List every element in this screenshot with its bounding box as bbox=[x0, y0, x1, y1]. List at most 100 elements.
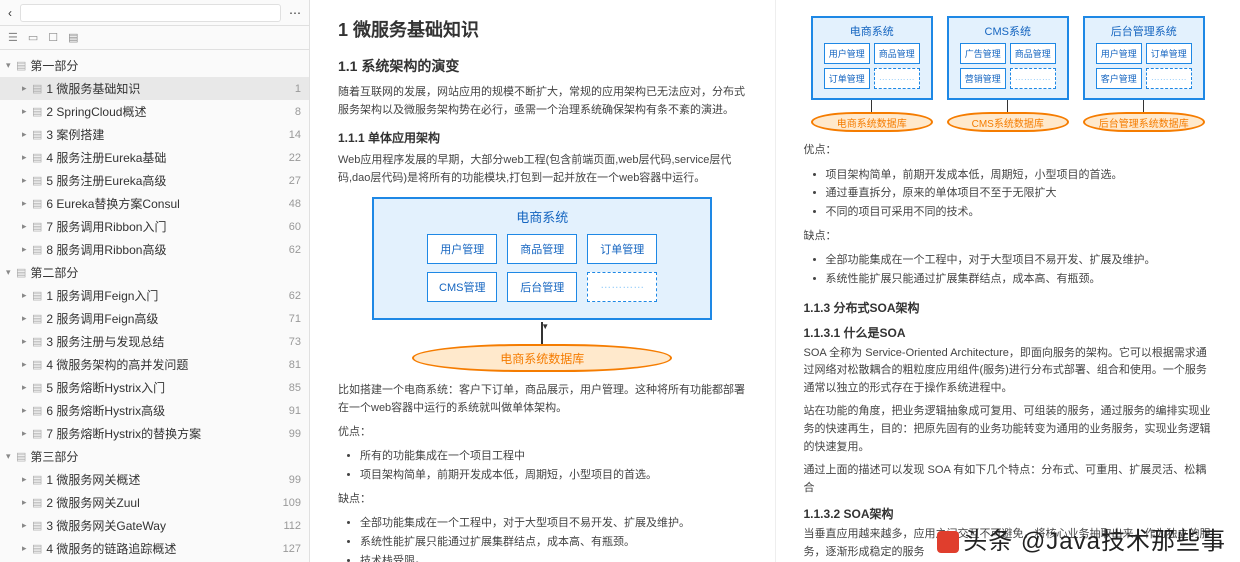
toc-item[interactable]: ▸▤6 Eureka替换方案Consul48 bbox=[0, 192, 309, 215]
module-cell: 用户管理 bbox=[427, 234, 497, 264]
list-item: 系统性能扩展只能通过扩展集群结点，成本高、有瓶颈。 bbox=[826, 270, 1213, 289]
list-item: 不同的项目可采用不同的技术。 bbox=[826, 203, 1213, 222]
diagram-vertical-arch: 电商系统 用户管理 商品管理 订单管理 ………… 电商系统数据库 CMS系统 广… bbox=[804, 16, 1213, 132]
toc-item[interactable]: ▸▤4 微服务架构的高并发问题81 bbox=[0, 353, 309, 376]
module-cell: 订单管理 bbox=[824, 68, 870, 89]
advantages-list: 项目架构简单，前期开发成本低，周期短，小型项目的首选。通过垂直拆分，原来的单体项… bbox=[804, 166, 1213, 222]
list-item: 项目架构简单，前期开发成本低，周期短，小型项目的首选。 bbox=[360, 466, 747, 485]
system-title: 电商系统 bbox=[818, 23, 926, 39]
toc-section[interactable]: ▾▤第三部分 bbox=[0, 445, 309, 468]
toc-item[interactable]: ▸▤5 服务注册Eureka高级27 bbox=[0, 169, 309, 192]
toc-item[interactable]: ▸▤2 SpringCloud概述8 bbox=[0, 100, 309, 123]
heading-1-1-3: 1.1.3 分布式SOA架构 bbox=[804, 299, 1213, 316]
label-advantages: 优点： bbox=[338, 424, 747, 442]
back-icon[interactable]: ‹ bbox=[8, 6, 12, 20]
heading-1-1-3-1: 1.1.3.1 什么是SOA bbox=[804, 324, 1213, 341]
list-item: 全部功能集成在一个工程中，对于大型项目不易开发、扩展及维护。 bbox=[826, 251, 1213, 270]
arrow-down-icon bbox=[541, 322, 543, 344]
module-cell-more: ………… bbox=[874, 68, 920, 89]
toc-item[interactable]: ▸▤8 服务调用Ribbon高级62 bbox=[0, 238, 309, 261]
tab-layers[interactable]: ▤ bbox=[68, 31, 78, 44]
list-item: 所有的功能集成在一个项目工程中 bbox=[360, 447, 747, 466]
label-disadvantages: 缺点： bbox=[338, 491, 747, 509]
system-title: CMS系统 bbox=[954, 23, 1062, 39]
sidebar-view-tabs: ☰ ▭ ☐ ▤ bbox=[0, 26, 309, 50]
toc-item[interactable]: ▸▤5 服务熔断Hystrix入门85 bbox=[0, 376, 309, 399]
toc-item[interactable]: ▸▤1 微服务网关概述99 bbox=[0, 468, 309, 491]
list-item: 全部功能集成在一个工程中，对于大型项目不易开发、扩展及维护。 bbox=[360, 514, 747, 533]
para: 站在功能的角度，把业务逻辑抽象成可复用、可组装的服务，通过服务的编排实现业务的快… bbox=[804, 403, 1213, 456]
toc-section[interactable]: ▾▤第一部分 bbox=[0, 54, 309, 77]
database-cylinder: 电商系统数据库 bbox=[412, 344, 672, 372]
disadvantages-list: 全部功能集成在一个工程中，对于大型项目不易开发、扩展及维护。系统性能扩展只能通过… bbox=[804, 251, 1213, 288]
database-cylinder: CMS系统数据库 bbox=[947, 112, 1069, 132]
toc-item[interactable]: ▸▤3 案例搭建14 bbox=[0, 123, 309, 146]
para: 比如搭建一个电商系统：客户下订单，商品展示，用户管理。这种将所有功能都部署在一个… bbox=[338, 382, 747, 417]
list-item: 技术栈受限。 bbox=[360, 552, 747, 562]
para: 随着互联网的发展，网站应用的规模不断扩大，常规的应用架构已无法应对，分布式服务架… bbox=[338, 84, 747, 119]
connector-line bbox=[871, 100, 872, 112]
module-cell: 用户管理 bbox=[1096, 43, 1142, 64]
search-input[interactable] bbox=[20, 4, 281, 22]
database-cylinder: 电商系统数据库 bbox=[811, 112, 933, 132]
tab-bookmarks[interactable]: ☐ bbox=[48, 31, 58, 44]
toc-item[interactable]: ▸▤1 微服务基础知识1 bbox=[0, 77, 309, 100]
tab-thumbnails[interactable]: ▭ bbox=[28, 31, 38, 44]
list-item: 通过垂直拆分，原来的单体项目不至于无限扩大 bbox=[826, 184, 1213, 203]
toc-item[interactable]: ▸▤7 服务熔断Hystrix的替换方案99 bbox=[0, 422, 309, 445]
system-box: 后台管理系统 用户管理 订单管理 客户管理 ………… bbox=[1083, 16, 1205, 100]
toc-section[interactable]: ▾▤第二部分 bbox=[0, 261, 309, 284]
module-cell-more: ………… bbox=[1146, 68, 1192, 89]
toc-item[interactable]: ▸▤4 服务注册Eureka基础22 bbox=[0, 146, 309, 169]
watermark: 头条 @Java技术那些事 bbox=[937, 521, 1226, 556]
heading-1-1-1: 1.1.1 单体应用架构 bbox=[338, 129, 747, 146]
module-cell: 订单管理 bbox=[1146, 43, 1192, 64]
toc-sidebar: ‹ ⋯ ☰ ▭ ☐ ▤ ▾▤第一部分▸▤1 微服务基础知识1▸▤2 Spring… bbox=[0, 0, 310, 562]
heading-1-1: 1.1 系统架构的演变 bbox=[338, 56, 747, 76]
para: Web应用程序发展的早期，大部分web工程(包含前端页面,web层代码,serv… bbox=[338, 152, 747, 187]
system-column: CMS系统 广告管理 商品管理 营销管理 ………… CMS系统数据库 bbox=[947, 16, 1069, 132]
label-advantages: 优点： bbox=[804, 142, 1213, 160]
content-panes: 1 微服务基础知识 1.1 系统架构的演变 随着互联网的发展，网站应用的规模不断… bbox=[310, 0, 1240, 562]
system-title: 后台管理系统 bbox=[1090, 23, 1198, 39]
advantages-list: 所有的功能集成在一个项目工程中项目架构简单，前期开发成本低，周期短，小型项目的首… bbox=[338, 447, 747, 484]
label-disadvantages: 缺点： bbox=[804, 228, 1213, 246]
toc-item[interactable]: ▸▤2 服务调用Feign高级71 bbox=[0, 307, 309, 330]
system-box: CMS系统 广告管理 商品管理 营销管理 ………… bbox=[947, 16, 1069, 100]
heading-1-1-3-2: 1.1.3.2 SOA架构 bbox=[804, 505, 1213, 522]
toutiao-logo-icon bbox=[937, 531, 959, 553]
sidebar-search-bar: ‹ ⋯ bbox=[0, 0, 309, 26]
diagram-monolith: 电商系统 用户管理 商品管理 订单管理 CMS管理 后台管理 ………… bbox=[372, 197, 712, 320]
module-cell-more: ………… bbox=[1010, 68, 1056, 89]
page-title: 1 微服务基础知识 bbox=[338, 16, 747, 42]
system-box: 电商系统 用户管理 商品管理 订单管理 ………… bbox=[811, 16, 933, 100]
module-cell-more: ………… bbox=[587, 272, 657, 302]
system-column: 电商系统 用户管理 商品管理 订单管理 ………… 电商系统数据库 bbox=[811, 16, 933, 132]
tab-outline[interactable]: ☰ bbox=[8, 31, 18, 44]
toc-tree[interactable]: ▾▤第一部分▸▤1 微服务基础知识1▸▤2 SpringCloud概述8▸▤3 … bbox=[0, 50, 309, 562]
module-cell: 商品管理 bbox=[507, 234, 577, 264]
module-cell: 客户管理 bbox=[1096, 68, 1142, 89]
toc-item[interactable]: ▸▤4 微服务的链路追踪概述127 bbox=[0, 537, 309, 560]
database-cylinder: 后台管理系统数据库 bbox=[1083, 112, 1205, 132]
toc-item[interactable]: ▸▤2 微服务网关Zuul109 bbox=[0, 491, 309, 514]
toc-item[interactable]: ▸▤6 服务熔断Hystrix高级91 bbox=[0, 399, 309, 422]
toc-item[interactable]: ▸▤3 服务注册与发现总结73 bbox=[0, 330, 309, 353]
system-column: 后台管理系统 用户管理 订单管理 客户管理 ………… 后台管理系统数据库 bbox=[1083, 16, 1205, 132]
module-cell: 订单管理 bbox=[587, 234, 657, 264]
page-left: 1 微服务基础知识 1.1 系统架构的演变 随着互联网的发展，网站应用的规模不断… bbox=[310, 0, 775, 562]
module-cell: 用户管理 bbox=[824, 43, 870, 64]
toc-item[interactable]: ▸▤7 服务调用Ribbon入门60 bbox=[0, 215, 309, 238]
module-cell: 营销管理 bbox=[960, 68, 1006, 89]
list-item: 项目架构简单，前期开发成本低，周期短，小型项目的首选。 bbox=[826, 166, 1213, 185]
para: SOA 全称为 Service-Oriented Architecture，即面… bbox=[804, 345, 1213, 398]
module-cell: CMS管理 bbox=[427, 272, 497, 302]
more-icon[interactable]: ⋯ bbox=[289, 6, 301, 20]
list-item: 系统性能扩展只能通过扩展集群结点，成本高、有瓶颈。 bbox=[360, 533, 747, 552]
toc-item[interactable]: ▸▤1 服务调用Feign入门62 bbox=[0, 284, 309, 307]
connector-line bbox=[1007, 100, 1008, 112]
module-cell: 广告管理 bbox=[960, 43, 1006, 64]
toc-item[interactable]: ▸▤3 微服务网关GateWay112 bbox=[0, 514, 309, 537]
disadvantages-list: 全部功能集成在一个工程中，对于大型项目不易开发、扩展及维护。系统性能扩展只能通过… bbox=[338, 514, 747, 562]
page-right: 电商系统 用户管理 商品管理 订单管理 ………… 电商系统数据库 CMS系统 广… bbox=[775, 0, 1240, 562]
